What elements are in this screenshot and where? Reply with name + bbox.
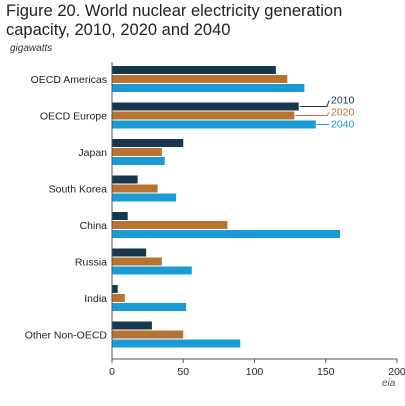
category-label: India <box>84 293 107 305</box>
bar-2020-japan <box>112 148 162 156</box>
bar-2040-oecd-americas <box>112 84 305 92</box>
bar-2040-japan <box>112 157 165 165</box>
x-tick-label: 0 <box>109 366 115 378</box>
legend-leader-2010 <box>299 100 330 107</box>
bar-2020-other-non-oecd <box>112 330 184 339</box>
bar-2010-india <box>112 285 118 293</box>
bar-2020-south-korea <box>112 184 158 193</box>
category-label: OECD Americas <box>31 74 107 86</box>
category-label: OECD Europe <box>40 111 107 123</box>
x-tick-label: 200 <box>388 366 405 378</box>
x-tick-label: 100 <box>246 366 264 378</box>
chart-title: Figure 20. World nuclear electricity gen… <box>6 2 343 39</box>
bar-2020-russia <box>112 257 162 266</box>
bar-2010-china <box>112 212 128 220</box>
category-label: China <box>80 220 108 232</box>
bar-2010-south-korea <box>112 175 138 184</box>
bar-2040-oecd-europe <box>112 120 316 129</box>
x-tick-label: 50 <box>177 366 189 378</box>
category-label: South Korea <box>49 184 108 196</box>
eia-logo: eia <box>382 378 396 389</box>
bar-2010-russia <box>112 248 147 257</box>
bar-2040-china <box>112 230 340 238</box>
bar-2010-japan <box>112 139 184 147</box>
x-tick-label: 150 <box>317 366 335 378</box>
bar-2040-india <box>112 303 187 311</box>
bar-2040-other-non-oecd <box>112 339 241 348</box>
legend-label-2040: 2040 <box>331 119 355 131</box>
bar-2020-oecd-americas <box>112 75 288 83</box>
unit-label: gigawatts <box>10 43 53 54</box>
bar-2040-russia <box>112 266 192 275</box>
category-label: Japan <box>78 147 107 159</box>
bar-2020-china <box>112 221 228 229</box>
legend-label-2010: 2010 <box>331 95 355 107</box>
bar-2020-india <box>112 294 125 302</box>
bar-2020-oecd-europe <box>112 111 295 120</box>
category-label: Other Non-OECD <box>25 330 108 342</box>
bar-2010-other-non-oecd <box>112 321 152 330</box>
category-label: Russia <box>75 257 107 269</box>
bar-2010-oecd-americas <box>112 66 276 74</box>
bar-2040-south-korea <box>112 193 177 202</box>
legend-label-2020: 2020 <box>331 107 355 119</box>
bar-2010-oecd-europe <box>112 102 299 111</box>
legend-leader-2020 <box>295 112 330 116</box>
